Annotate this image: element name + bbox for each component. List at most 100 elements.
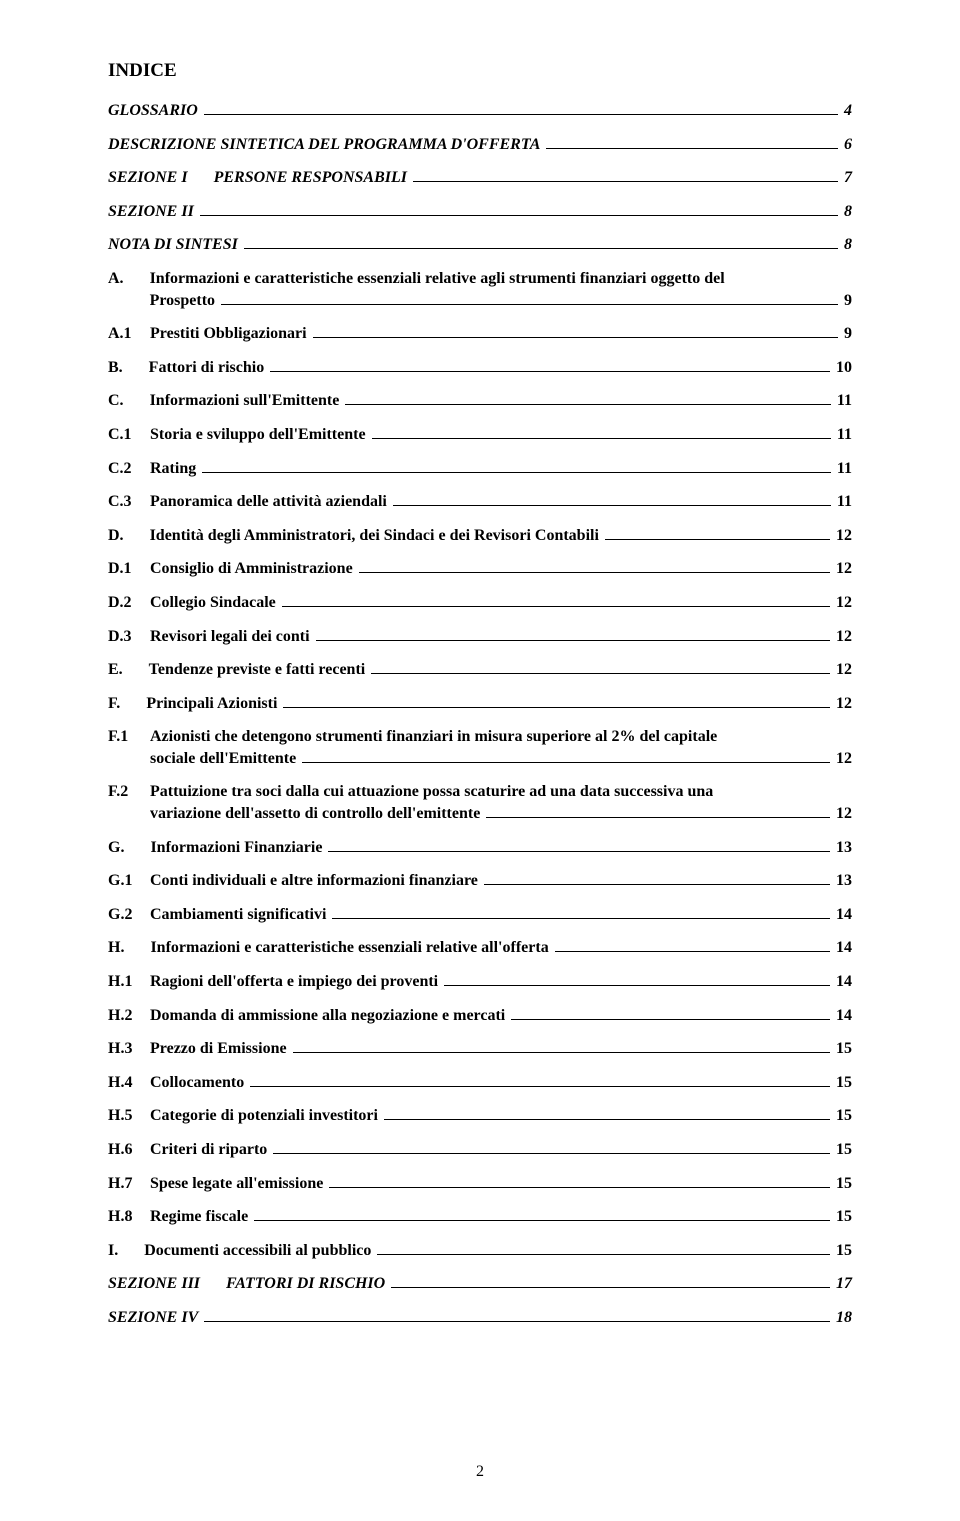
toc-entry-text: Panoramica delle attività aziendali (150, 491, 387, 513)
toc-entry-text: Principali Azionisti (146, 693, 277, 715)
toc-entry-text: Regime fiscale (150, 1206, 248, 1228)
toc-entry: A.1Prestiti Obbligazionari9 (108, 323, 852, 345)
toc-leader-line (444, 985, 830, 986)
indent-spacer: C.3 (108, 491, 150, 513)
toc-entry-page: 12 (836, 558, 852, 580)
toc-entry-text: Collegio Sindacale (150, 592, 276, 614)
toc-entry-page: 12 (836, 659, 852, 681)
toc-entry-page: 13 (836, 870, 852, 892)
toc-entry-multiline: Pattuizione tra soci dalla cui attuazion… (150, 781, 852, 824)
toc-leader-line (555, 951, 830, 952)
toc-entry-prefix: H.1 (108, 971, 150, 993)
indent-spacer: D.1 (108, 558, 150, 580)
toc-entry-prefix: H.6 (108, 1139, 150, 1161)
toc-leader-line (254, 1220, 830, 1221)
toc-entry-page: 15 (836, 1038, 852, 1060)
toc-entry-page: 12 (836, 592, 852, 614)
toc-entry-prefix: D.3 (108, 626, 150, 648)
toc-entry-page: 15 (836, 1139, 852, 1161)
toc-entry-text: Storia e sviluppo dell'Emittente (150, 424, 366, 446)
toc-entry-page: 15 (836, 1206, 852, 1228)
toc-entry-page: 6 (844, 134, 852, 156)
toc-entry: D.2Collegio Sindacale12 (108, 592, 852, 614)
toc-entry-text: Cambiamenti significativi (150, 904, 326, 926)
toc-entry: H.2Domanda di ammissione alla negoziazio… (108, 1005, 852, 1027)
toc-leader-line (244, 248, 838, 249)
toc-entry-prefix: C. (108, 390, 150, 412)
toc-entry: D.1Consiglio di Amministrazione 12 (108, 558, 852, 580)
toc-entry-page: 11 (837, 491, 852, 513)
indent-spacer: F.1 (108, 726, 150, 748)
toc-entry-text: Identità degli Amministratori, dei Sinda… (150, 525, 599, 547)
toc-entry-prefix: SEZIONE I (108, 167, 214, 189)
toc-entry-text: Prospetto (150, 290, 215, 312)
toc-entry-text: Pattuizione tra soci dalla cui attuazion… (150, 781, 852, 803)
toc-entry-text: Informazioni sull'Emittente (150, 390, 340, 412)
toc-leader-line (605, 539, 830, 540)
toc-entry-page: 9 (844, 290, 852, 312)
toc-entry-text: Prestiti Obbligazionari (150, 323, 307, 345)
indent-spacer: H.6 (108, 1139, 150, 1161)
toc-entry-page: 17 (836, 1273, 852, 1295)
toc-entry-prefix: SEZIONE IV (108, 1307, 198, 1329)
toc-leader-line (302, 762, 830, 763)
toc-entry-text: Azionisti che detengono strumenti finanz… (150, 726, 852, 748)
toc-entry-prefix: B. (108, 357, 149, 379)
toc-leader-line (200, 215, 838, 216)
toc-entry-page: 14 (836, 971, 852, 993)
toc-leader-line (393, 505, 831, 506)
toc-entry-prefix: I. (108, 1240, 144, 1262)
toc-entry-prefix: F. (108, 693, 146, 715)
toc-leader-line (484, 884, 830, 885)
toc-entry-text: NOTA DI SINTESI (108, 234, 238, 256)
toc-entry: F.2Pattuizione tra soci dalla cui attuaz… (108, 781, 852, 824)
toc-entry-prefix: H. (108, 937, 150, 959)
indent-spacer: H.3 (108, 1038, 150, 1060)
toc-entry-text: Rating (150, 458, 196, 480)
toc-entry-prefix: A. (108, 268, 150, 290)
toc-entry-page: 10 (836, 357, 852, 379)
toc-entry-prefix: G.1 (108, 870, 150, 892)
toc-entry-page: 12 (836, 525, 852, 547)
toc-leader-line (546, 148, 838, 149)
toc-leader-line (204, 1321, 830, 1322)
toc-entry-text: Criteri di riparto (150, 1139, 267, 1161)
toc-entry: C.1Storia e sviluppo dell'Emittente11 (108, 424, 852, 446)
toc-entry-page: 12 (836, 803, 852, 825)
toc-entry-text: variazione dell'assetto di controllo del… (150, 803, 480, 825)
toc-leader-line (273, 1153, 830, 1154)
toc-entry-page: 13 (836, 837, 852, 859)
indent-spacer: A.1 (108, 323, 150, 345)
toc-entry: F.Principali Azionisti12 (108, 693, 852, 715)
toc-entry: F.1Azionisti che detengono strumenti fin… (108, 726, 852, 769)
toc-leader-line (329, 1187, 830, 1188)
toc-leader-line (328, 851, 830, 852)
toc-entry: G.1Conti individuali e altre informazion… (108, 870, 852, 892)
toc-entry-page: 11 (837, 458, 852, 480)
toc-entry-text: Informazioni Finanziarie (150, 837, 322, 859)
toc-entry-text: Consiglio di Amministrazione (150, 558, 353, 580)
toc-entry-page: 14 (836, 904, 852, 926)
toc-entry-multiline: Informazioni e caratteristiche essenzial… (150, 268, 852, 311)
toc-heading: INDICE (108, 60, 852, 82)
toc-entry-page: 15 (836, 1105, 852, 1127)
toc-entry-prefix: SEZIONE II (108, 201, 194, 223)
toc-leader-line (221, 304, 838, 305)
toc-entry-multiline: Azionisti che detengono strumenti finanz… (150, 726, 852, 769)
indent-spacer: D.3 (108, 626, 150, 648)
toc-leader-line (413, 181, 838, 182)
toc-entry-text: Documenti accessibili al pubblico (144, 1240, 371, 1262)
toc-entry-prefix: D. (108, 525, 150, 547)
toc-entry-page: 14 (836, 1005, 852, 1027)
toc-entry-prefix: G.2 (108, 904, 150, 926)
toc-entry-page: 14 (836, 937, 852, 959)
toc-leader-line (202, 472, 831, 473)
toc-entry-page: 7 (844, 167, 852, 189)
toc-entry-bottom: variazione dell'assetto di controllo del… (150, 803, 852, 825)
toc-entry-text: Domanda di ammissione alla negoziazione … (150, 1005, 505, 1027)
toc-leader-line (313, 337, 838, 338)
indent-spacer: H.4 (108, 1072, 150, 1094)
toc-entry: D.Identità degli Amministratori, dei Sin… (108, 525, 852, 547)
toc-entry: NOTA DI SINTESI8 (108, 234, 852, 256)
toc-entry-prefix: E. (108, 659, 149, 681)
